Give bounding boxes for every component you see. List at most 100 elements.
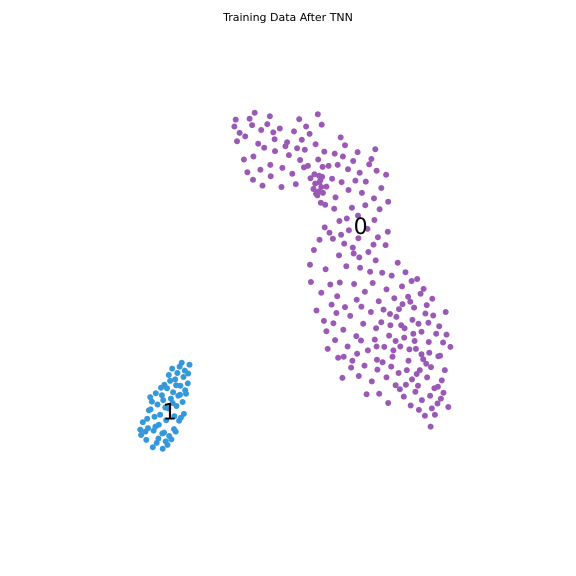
point-0-180 — [401, 335, 407, 341]
point-0-80 — [332, 337, 338, 343]
point-0-136 — [374, 367, 380, 373]
point-0-111 — [397, 344, 403, 350]
point-0-187 — [425, 320, 431, 326]
point-0-243 — [423, 361, 429, 367]
point-0-210 — [378, 185, 384, 191]
point-0-58 — [336, 252, 342, 258]
point-0-175 — [414, 276, 420, 282]
point-0-203 — [315, 111, 321, 117]
point-0-1 — [237, 130, 243, 136]
point-0-138 — [376, 391, 382, 397]
point-1-54 — [173, 382, 179, 388]
point-0-147 — [337, 280, 343, 286]
point-0-174 — [403, 269, 409, 275]
point-0-107 — [365, 347, 371, 353]
point-0-106 — [372, 337, 378, 343]
point-0-117 — [442, 367, 448, 373]
point-0-149 — [311, 247, 317, 253]
point-0-247 — [350, 245, 356, 251]
point-0-139 — [385, 400, 391, 406]
point-0-237 — [374, 344, 380, 350]
point-0-224 — [390, 347, 396, 353]
point-0-167 — [260, 183, 266, 189]
point-1-39 — [152, 424, 158, 430]
point-0-209 — [366, 161, 372, 167]
point-0-246 — [338, 232, 344, 238]
point-1-35 — [160, 446, 166, 452]
point-0-94 — [424, 302, 430, 308]
point-0-92 — [411, 305, 417, 311]
point-0-154 — [322, 202, 328, 208]
point-0-118 — [439, 377, 445, 383]
point-0-212 — [351, 281, 357, 287]
point-0-73 — [318, 290, 324, 296]
point-0-98 — [433, 331, 439, 337]
point-0-236 — [403, 382, 409, 388]
point-1-59 — [147, 394, 153, 400]
point-1-18 — [170, 389, 176, 395]
point-0-158 — [315, 157, 321, 163]
point-0-20 — [244, 169, 250, 175]
point-0-168 — [250, 177, 256, 183]
point-0-104 — [386, 333, 392, 339]
point-0-235 — [416, 407, 422, 413]
point-0-95 — [430, 313, 436, 319]
point-0-193 — [279, 184, 285, 190]
point-0-70 — [342, 304, 348, 310]
point-0-13 — [307, 131, 313, 137]
point-0-140 — [396, 370, 402, 376]
point-0-200 — [294, 145, 300, 151]
point-0-75 — [307, 262, 313, 268]
point-0-68 — [362, 289, 368, 295]
point-0-65 — [385, 229, 391, 235]
point-0-78 — [330, 320, 336, 326]
point-0-57 — [341, 241, 347, 247]
point-0-176 — [407, 299, 413, 305]
point-0-105 — [378, 319, 384, 325]
point-1-57 — [158, 385, 164, 391]
point-0-71 — [334, 293, 340, 299]
point-0-186 — [444, 332, 450, 338]
point-0-181 — [416, 321, 422, 327]
point-0-230 — [426, 350, 432, 356]
point-0-248 — [356, 254, 362, 260]
point-1-24 — [167, 378, 173, 384]
point-1-23 — [172, 376, 178, 382]
point-0-217 — [333, 310, 339, 316]
point-0-59 — [343, 263, 349, 269]
point-0-3 — [249, 122, 255, 128]
point-0-108 — [374, 357, 380, 363]
point-0-38 — [357, 170, 363, 176]
point-0-16 — [261, 145, 267, 151]
point-0-83 — [345, 344, 351, 350]
point-0-222 — [419, 351, 425, 357]
point-0-33 — [329, 176, 335, 182]
point-0-46 — [332, 151, 338, 157]
point-0-204 — [338, 134, 344, 140]
point-0-225 — [380, 359, 386, 365]
point-0-221 — [410, 331, 416, 337]
cluster-label-1: 1 — [163, 400, 177, 425]
point-0-253 — [320, 190, 326, 196]
point-0-141 — [364, 391, 370, 397]
point-0-0 — [231, 124, 237, 130]
point-0-5 — [258, 127, 264, 133]
point-0-241 — [421, 286, 427, 292]
point-0-96 — [436, 323, 442, 329]
point-0-48 — [333, 194, 339, 200]
point-0-25 — [297, 157, 303, 163]
point-0-152 — [336, 218, 342, 224]
point-0-63 — [373, 257, 379, 263]
point-0-22 — [268, 173, 274, 179]
point-0-130 — [422, 413, 428, 419]
point-0-72 — [327, 282, 333, 288]
point-0-85 — [360, 321, 366, 327]
point-0-133 — [401, 394, 407, 400]
point-1-50 — [155, 436, 161, 442]
point-0-74 — [308, 279, 314, 285]
point-0-51 — [371, 195, 377, 201]
point-0-84 — [353, 333, 359, 339]
point-0-125 — [427, 393, 433, 399]
point-0-205 — [352, 178, 358, 184]
